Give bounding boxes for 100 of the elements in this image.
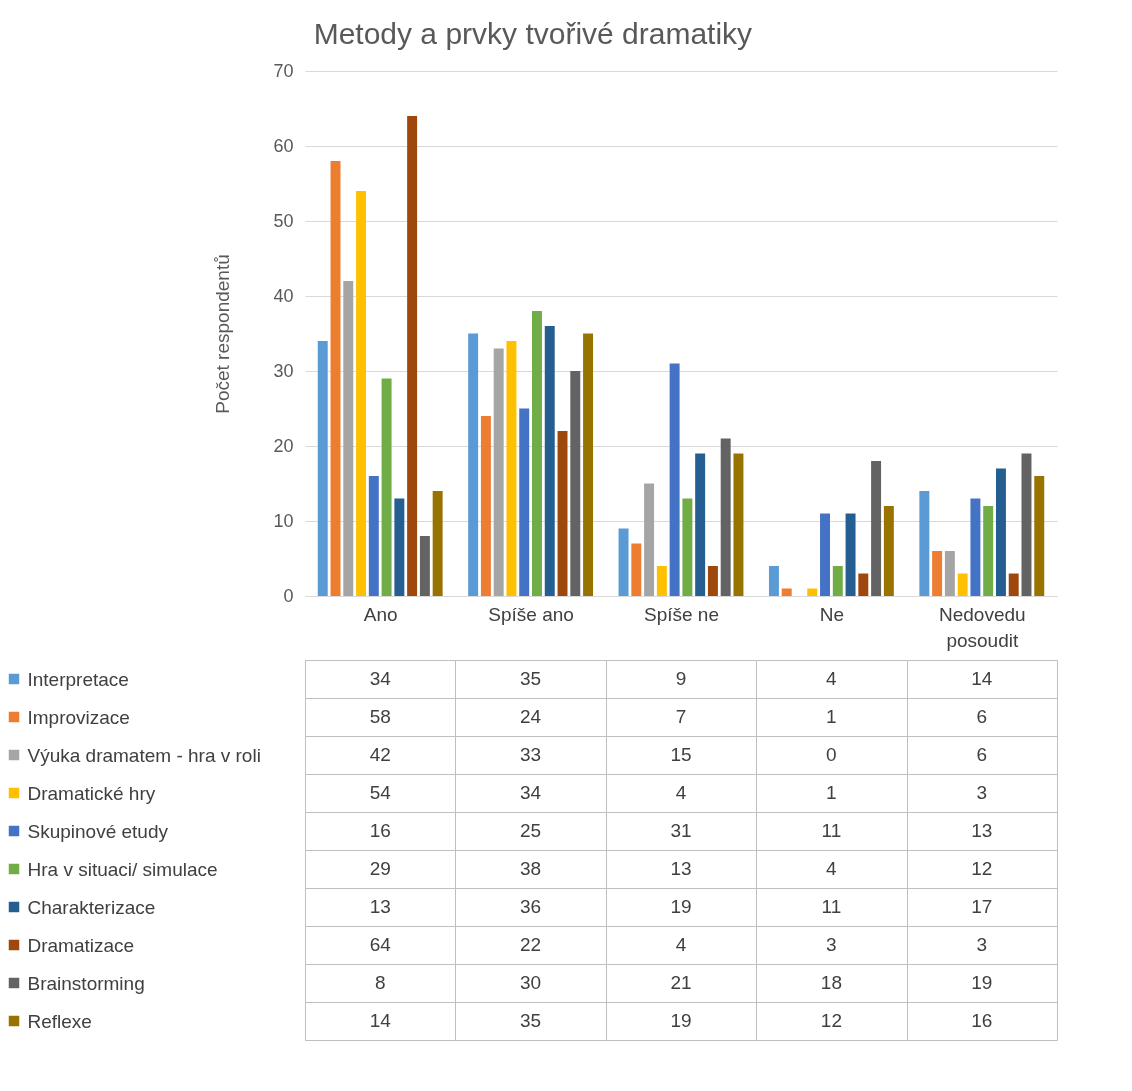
- bar: [883, 506, 894, 596]
- bar: [768, 566, 779, 596]
- bar: [733, 453, 744, 596]
- bar: [919, 491, 930, 596]
- bar: [871, 461, 882, 596]
- bar: [656, 566, 667, 596]
- bar: [317, 341, 328, 596]
- y-tick-label: 70: [273, 60, 294, 81]
- bar: [618, 528, 629, 596]
- bar: [1008, 573, 1019, 596]
- bar: [970, 498, 981, 596]
- bar: [807, 588, 818, 596]
- data-label: 34: [369, 668, 392, 689]
- data-label: 0: [826, 744, 837, 765]
- data-label: 24: [520, 706, 542, 727]
- data-label: 36: [520, 896, 542, 917]
- data-label: 34: [520, 782, 542, 803]
- bar: [682, 498, 693, 596]
- legend-label: Skupinové etudy: [27, 820, 169, 842]
- bar: [720, 438, 731, 596]
- y-tick-label: 20: [273, 435, 294, 456]
- data-label: 42: [369, 744, 391, 765]
- data-label: 14: [971, 668, 993, 689]
- data-label: 17: [971, 896, 993, 917]
- y-tick-label: 0: [283, 585, 294, 606]
- y-tick-label: 40: [273, 285, 294, 306]
- legend-label: Improvizace: [27, 706, 130, 728]
- data-label: 11: [821, 896, 842, 917]
- data-label: 6: [976, 744, 988, 765]
- data-label: 14: [369, 1010, 392, 1031]
- bar: [394, 498, 405, 596]
- data-label: 58: [369, 706, 391, 727]
- bar: [506, 341, 517, 596]
- bar: [480, 416, 491, 596]
- data-label: 35: [520, 1010, 542, 1031]
- bar: [932, 551, 943, 596]
- data-label: 30: [520, 972, 542, 993]
- data-label: 1: [826, 706, 837, 727]
- data-label: 7: [675, 706, 687, 727]
- data-label: 11: [821, 820, 842, 841]
- bar: [432, 491, 443, 596]
- data-label: 9: [675, 668, 687, 689]
- bar: [544, 326, 555, 596]
- data-label: 13: [971, 820, 993, 841]
- bar: [669, 363, 680, 596]
- data-label: 21: [670, 972, 692, 993]
- bar: [356, 191, 367, 596]
- legend-label: Charakterizace: [27, 896, 156, 918]
- data-label: 16: [369, 820, 391, 841]
- bar: [1021, 453, 1032, 596]
- data-label: 1: [826, 782, 837, 803]
- bar: [631, 543, 642, 596]
- bar: [583, 333, 594, 596]
- data-label: 4: [675, 782, 687, 803]
- legend-label: Dramatizace: [27, 934, 135, 956]
- legend-label: Reflexe: [27, 1010, 92, 1032]
- data-label: 8: [374, 972, 386, 993]
- bar: [532, 311, 542, 596]
- bar: [944, 551, 955, 596]
- bar: [493, 348, 504, 596]
- bar: [707, 566, 718, 596]
- bar: [343, 281, 354, 596]
- data-label: 12: [971, 858, 993, 879]
- bar: [570, 371, 581, 596]
- bar: [330, 161, 341, 596]
- legend-label: Dramatické hry: [27, 782, 156, 804]
- data-label: 19: [971, 972, 993, 993]
- bar: [407, 116, 418, 596]
- bar: [695, 453, 706, 596]
- data-label: 22: [520, 934, 542, 955]
- bar: [983, 506, 994, 596]
- data-label: 38: [520, 858, 542, 879]
- bar: [995, 468, 1006, 596]
- data-label: 19: [670, 896, 692, 917]
- data-label: 35: [520, 668, 542, 689]
- bar: [644, 483, 655, 596]
- data-label: 25: [520, 820, 542, 841]
- data-label: 3: [826, 934, 837, 955]
- data-label: 12: [820, 1010, 842, 1031]
- x-tick-label: Spíše ne: [644, 603, 719, 625]
- y-tick-label: 10: [273, 510, 294, 531]
- data-label: 64: [369, 934, 392, 955]
- bar: [957, 573, 968, 596]
- x-tick-label: Nedovedu posoudit: [938, 603, 1026, 651]
- y-tick-label: 30: [273, 360, 294, 381]
- data-label: 4: [826, 858, 838, 879]
- y-tick-label: 60: [273, 135, 294, 156]
- bar: [820, 513, 830, 596]
- data-label: 4: [826, 668, 838, 689]
- data-label: 16: [971, 1010, 993, 1031]
- data-label: 13: [670, 858, 692, 879]
- bar: [519, 408, 530, 596]
- bar: [368, 476, 379, 596]
- bar: [1034, 476, 1045, 596]
- bar: [557, 431, 568, 596]
- chart-title: Metody a prvky tvořivé dramatiky: [313, 17, 753, 50]
- bar: [468, 333, 479, 596]
- data-label: 54: [369, 782, 392, 803]
- y-axis-title: Počet respondentů: [212, 254, 234, 414]
- data-label: 18: [820, 972, 842, 993]
